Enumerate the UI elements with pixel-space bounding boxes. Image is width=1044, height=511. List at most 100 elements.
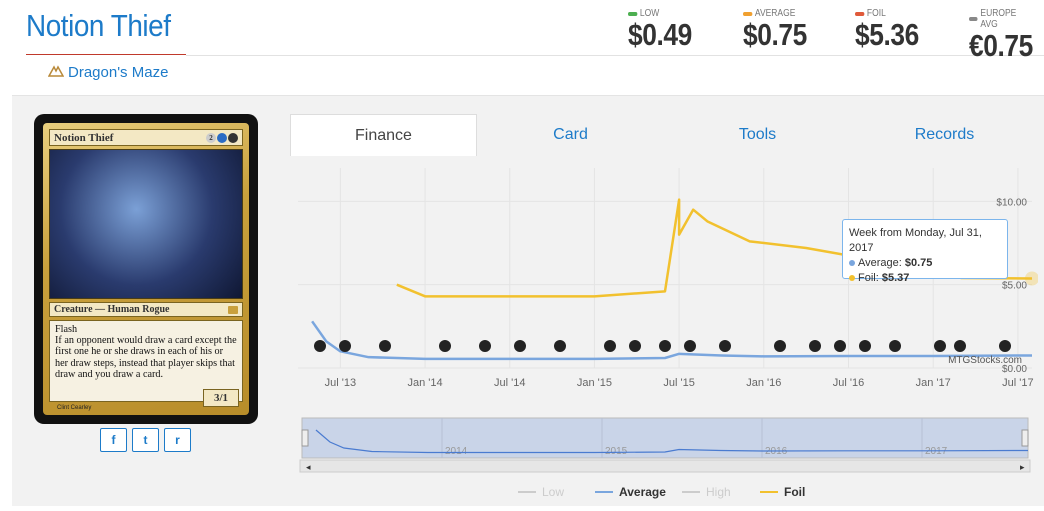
navigator-year-label: 2017 — [925, 446, 948, 457]
card-type-line: Creature — Human Rogue — [54, 304, 170, 315]
y-tick-label: $0.00 — [1002, 364, 1027, 375]
navigator-line — [315, 429, 1028, 454]
black-mana-icon — [228, 132, 238, 143]
navigator-handle-left — [301, 429, 309, 447]
facebook-icon[interactable]: f — [100, 428, 127, 452]
price-label: LOW — [628, 8, 692, 19]
price-label-text: EUROPE AVG — [980, 8, 1017, 30]
tooltip-foil-value: $5.37 — [881, 272, 910, 284]
price-foil: FOIL $5.36 — [855, 8, 930, 53]
generic-mana-icon: 2 — [206, 132, 216, 143]
blue-mana-icon — [217, 132, 227, 143]
price-label: FOIL — [855, 8, 919, 19]
tab-card[interactable]: Card — [553, 126, 588, 143]
legend-item-low: Low — [542, 485, 564, 499]
power-toughness: 3/1 — [203, 389, 239, 407]
card-name-bar: Notion Thief 2 — [49, 129, 243, 146]
card-image[interactable]: Notion Thief 2 Creature — Human Rogue Fl… — [34, 114, 258, 424]
social-share: f t r — [100, 428, 191, 452]
x-tick-label: Jul '15 — [663, 377, 694, 389]
tooltip-average-value: $0.75 — [904, 257, 933, 269]
price-swatch-icon — [743, 11, 753, 16]
price-chart-svg[interactable]: Jul '13 Jan '14 Jul '14 Jan '15 Jul '15 Jan '… — [290, 156, 1039, 506]
set-release-marker-icon — [659, 340, 671, 352]
x-tick-label: Jan '16 — [746, 377, 781, 389]
tooltip-foil-label: Foil: — [858, 272, 879, 284]
reddit-icon[interactable]: r — [164, 428, 191, 452]
price-label-text: AVERAGE — [754, 8, 796, 19]
set-release-marker-icon — [379, 340, 391, 352]
set-release-marker-icon — [514, 340, 526, 352]
set-name[interactable]: Dragon's Maze — [68, 64, 169, 81]
price-swatch-icon — [855, 11, 865, 16]
set-release-marker-icon — [629, 340, 641, 352]
set-release-marker-icon — [809, 340, 821, 352]
rules-ability: If an opponent would draw a card except … — [55, 335, 237, 380]
navigator-scrollbar — [299, 459, 1031, 473]
price-value: €0.75 — [969, 28, 1033, 63]
set-rarity-icon — [228, 305, 238, 314]
card-image-name: Notion Thief — [54, 131, 114, 144]
card-title: Notion Thief — [26, 8, 171, 43]
x-tick-label: Jan '15 — [577, 377, 612, 389]
x-tick-label: Jul '16 — [833, 377, 864, 389]
navigator-year-label: 2015 — [605, 446, 628, 457]
foil-hover-point — [1025, 271, 1039, 286]
set-release-marker-icon — [439, 340, 451, 352]
price-chart[interactable]: Jul '13 Jan '14 Jul '14 Jan '15 Jul '15 Jan '… — [290, 156, 1039, 506]
card-rules-text: Flash If an opponent would draw a card e… — [49, 320, 243, 402]
set-release-marker-icon — [314, 340, 326, 352]
chart-tooltip: Week from Monday, Jul 31, 2017 Average: … — [842, 219, 1008, 284]
navigator-year-label: 2014 — [445, 446, 468, 457]
x-tick-label: Jul '14 — [494, 377, 525, 389]
set-link[interactable]: Dragon's Maze — [47, 64, 169, 81]
legend-item-average: Average — [619, 485, 666, 499]
price-swatch-icon — [628, 11, 638, 16]
set-release-marker-icon — [774, 340, 786, 352]
x-tick-label: Jan '14 — [407, 377, 442, 389]
set-release-marker-icon — [479, 340, 491, 352]
x-tick-label: Jul '17 — [1002, 377, 1033, 389]
set-release-marker-icon — [684, 340, 696, 352]
tooltip-average: Average: $0.75 — [849, 256, 1001, 271]
card-art — [49, 149, 243, 299]
mana-cost: 2 — [206, 132, 238, 143]
price-low: LOW $0.49 — [628, 8, 703, 53]
price-swatch-icon — [969, 17, 978, 21]
price-value: $0.49 — [628, 17, 692, 52]
price-europe-avg: EUROPE AVG €0.75 — [969, 8, 1044, 64]
card-artist: Clint Cearley — [57, 405, 92, 411]
set-release-marker-icon — [834, 340, 846, 352]
tab-tools[interactable]: Tools — [738, 126, 777, 143]
tab-bar: Finance Card Tools Records — [290, 114, 1038, 156]
series-line-average — [311, 320, 1032, 361]
tooltip-foil: Foil: $5.37 — [849, 271, 1001, 286]
set-release-marker-icon — [934, 340, 946, 352]
price-label: EUROPE AVG — [969, 8, 1033, 30]
legend-item-high: High — [706, 485, 731, 499]
twitter-icon[interactable]: t — [132, 428, 159, 452]
set-release-marker-icon — [339, 340, 351, 352]
tooltip-header: Week from Monday, Jul 31, 2017 — [849, 227, 982, 254]
y-tick-label: $10.00 — [996, 197, 1027, 208]
tab-records[interactable]: Records — [914, 126, 975, 143]
tooltip-average-label: Average: — [858, 257, 902, 269]
tab-finance[interactable]: Finance — [290, 114, 477, 156]
navigator-handle-right — [1021, 429, 1029, 447]
y-tick-label: $5.00 — [1002, 281, 1027, 292]
price-label-text: FOIL — [866, 8, 886, 19]
set-release-marker-icon — [999, 340, 1011, 352]
set-release-marker-icon — [604, 340, 616, 352]
scroll-left-icon: ◂ — [306, 462, 311, 472]
card-type-bar: Creature — Human Rogue — [49, 302, 243, 317]
set-release-marker-icon — [889, 340, 901, 352]
price-average: AVERAGE $0.75 — [743, 8, 818, 53]
set-release-marker-icon — [954, 340, 966, 352]
set-symbol-icon — [47, 64, 65, 81]
price-label: AVERAGE — [743, 8, 807, 19]
legend-item-foil: Foil — [784, 485, 805, 499]
set-release-marker-icon — [859, 340, 871, 352]
price-value: $5.36 — [855, 17, 919, 52]
price-value: $0.75 — [743, 17, 807, 52]
scroll-right-icon: ▸ — [1020, 462, 1025, 472]
